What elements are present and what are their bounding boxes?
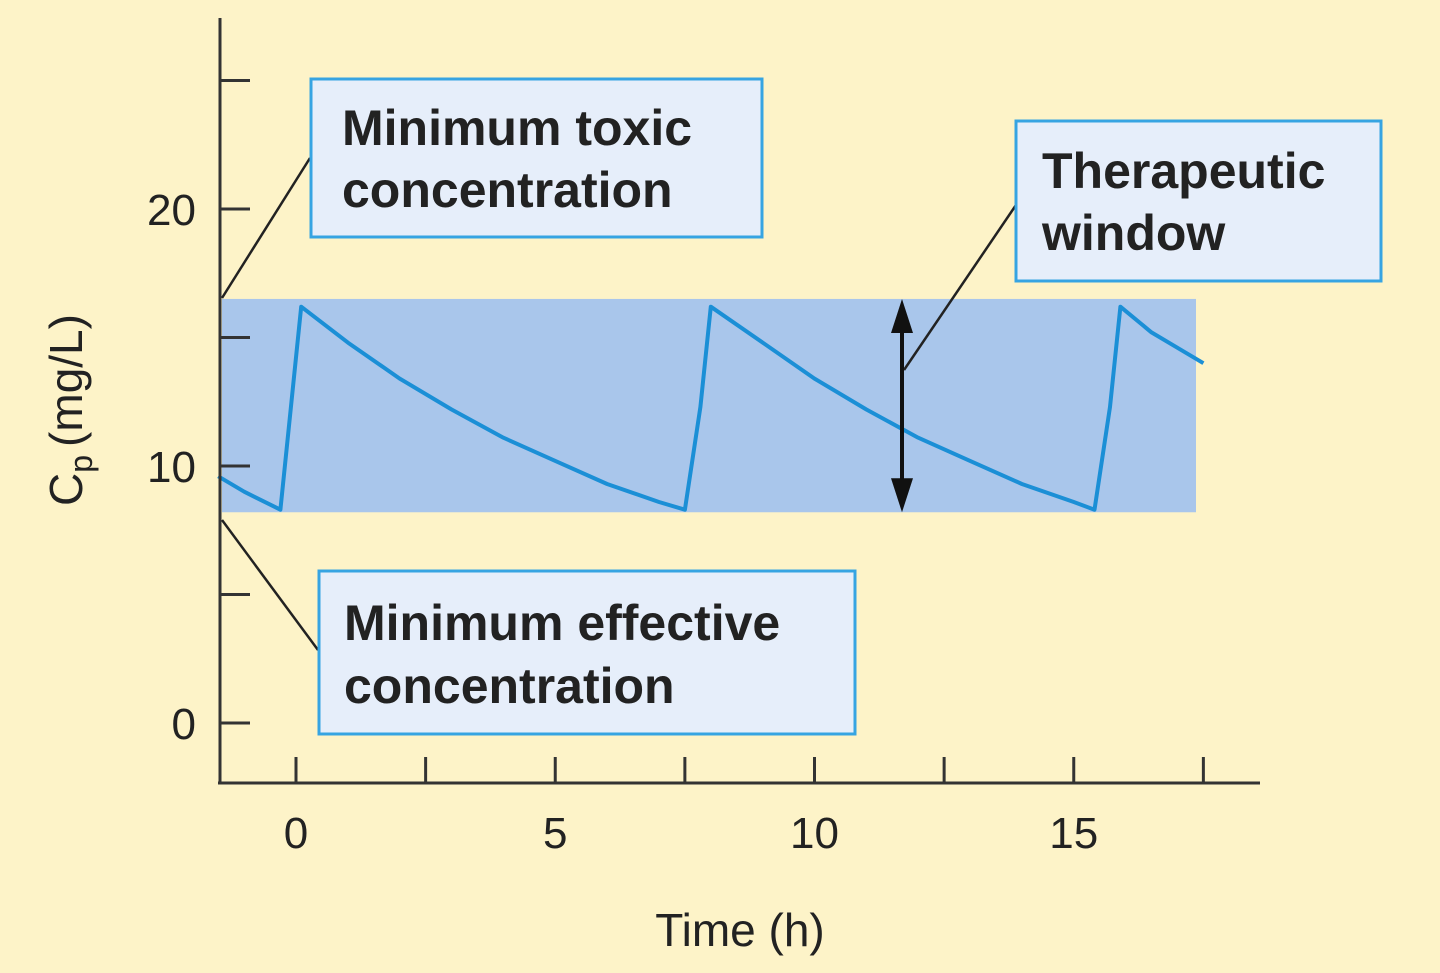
window-callout-box bbox=[1014, 119, 1383, 283]
window-callout-line-1: Therapeutic bbox=[1042, 143, 1325, 199]
y-tick-label: 20 bbox=[147, 186, 196, 235]
x-tick-label: 15 bbox=[1049, 809, 1098, 858]
effective-callout-line-1: Minimum effective bbox=[344, 595, 780, 651]
window-callout-line-2: window bbox=[1041, 205, 1225, 261]
effective-callout-line-2: concentration bbox=[344, 658, 675, 714]
effective-leader-line bbox=[220, 519, 320, 651]
concentration-line bbox=[217, 304, 1205, 512]
y-axis-title: Cp (mg/L) bbox=[40, 314, 99, 506]
window-leader-line bbox=[902, 204, 1018, 371]
x-tick-label: 10 bbox=[790, 809, 839, 858]
effective-callout-box bbox=[317, 569, 857, 736]
toxic-callout-line-2: concentration bbox=[342, 162, 673, 218]
y-axis-symbol: C bbox=[40, 473, 92, 506]
x-tick-label: 5 bbox=[543, 809, 567, 858]
y-tick-label: 10 bbox=[147, 443, 196, 492]
toxic-callout-line-1: Minimum toxic bbox=[342, 100, 692, 156]
y-tick-label: 0 bbox=[172, 700, 196, 749]
arrow-up-icon bbox=[891, 298, 913, 333]
x-axis-title: Time (h) bbox=[655, 904, 825, 956]
toxic-callout-box bbox=[309, 77, 764, 239]
window-callout: Therapeutic window bbox=[1014, 119, 1383, 283]
y-axis-subscript: p bbox=[63, 455, 99, 473]
effective-callout: Minimum effective concentration bbox=[317, 569, 857, 736]
x-tick-label: 0 bbox=[284, 809, 308, 858]
arrow-down-icon bbox=[891, 478, 913, 513]
toxic-leader-line bbox=[220, 157, 312, 299]
toxic-callout: Minimum toxic concentration bbox=[309, 77, 764, 239]
y-axis-unit: (mg/L) bbox=[40, 314, 92, 447]
